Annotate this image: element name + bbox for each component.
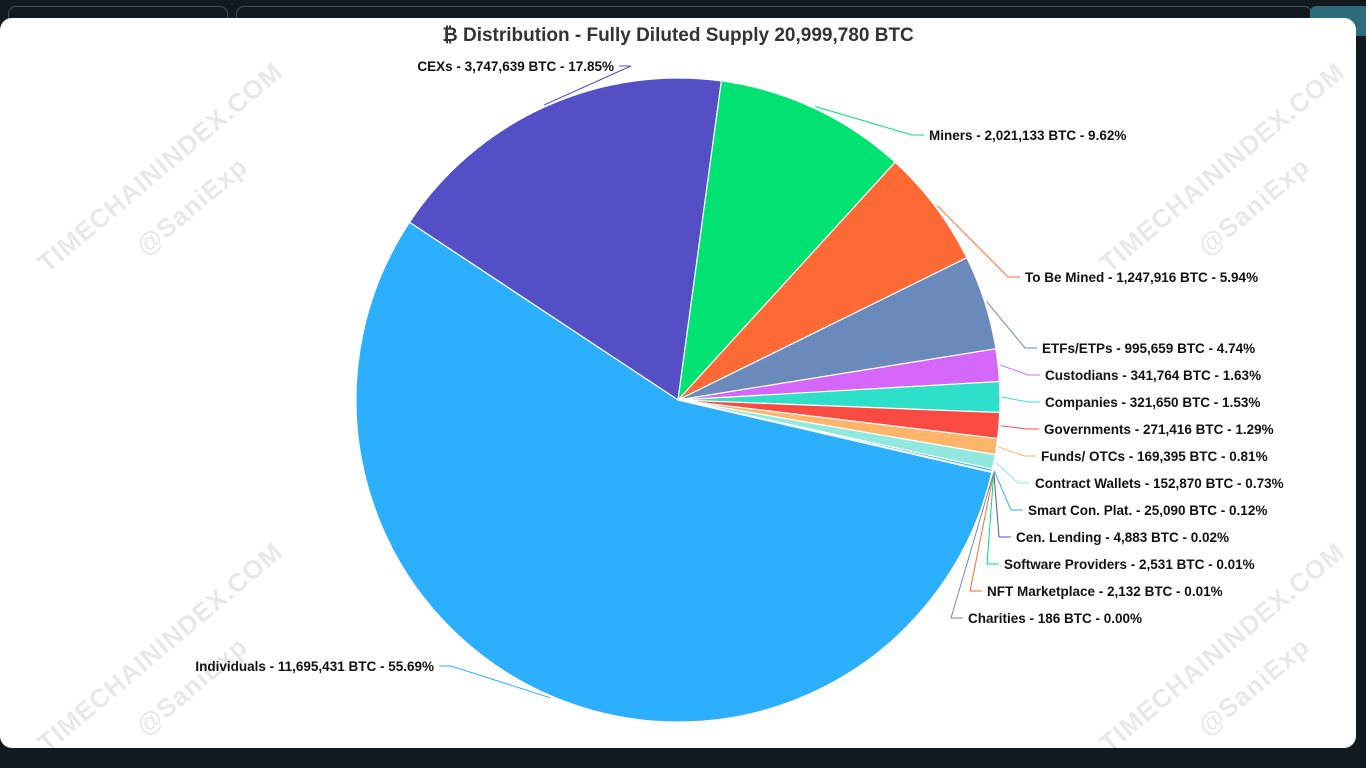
slice-label: ETFs/ETPs - 995,659 BTC - 4.74% [1042,341,1255,356]
slice-label: Software Providers - 2,531 BTC - 0.01% [1004,557,1255,572]
pie-chart: CEXs - 3,747,639 BTC - 17.85% Miners - 2,… [195,59,1284,723]
connector-line [993,472,1011,538]
connector-line [1000,425,1039,430]
slice-label: To Be Mined - 1,247,916 BTC - 5.94% [1025,270,1258,285]
connector-line [969,472,995,592]
connector-line [544,65,632,106]
connector-line [439,665,551,699]
slice-label: Individuals - 11,695,431 BTC - 55.69% [195,659,434,674]
slice-label: Smart Con. Plat. - 25,090 BTC - 0.12% [1028,503,1267,518]
slice-label: Cen. Lending - 4,883 BTC - 0.02% [1016,530,1229,545]
pie-slice-to-be-mined[interactable] [677,161,968,401]
connector-line [1001,396,1040,403]
slice-label: Contract Wallets - 152,870 BTC - 0.73% [1035,476,1284,491]
slice-label: CEXs - 3,747,639 BTC - 17.85% [417,59,614,74]
connector-line [815,106,924,136]
connector-line [999,364,1040,376]
connector-line [995,461,1030,484]
connector-line [986,472,999,565]
slice-label: Funds/ OTCs - 169,395 BTC - 0.81% [1041,449,1268,464]
pie-slice-individuals[interactable] [355,221,993,723]
slice-label: Governments - 271,416 BTC - 1.29% [1044,422,1274,437]
chart-modal: ₿ Distribution - Fully Diluted Supply 20… [0,18,1356,748]
slice-label: Companies - 321,650 BTC - 1.53% [1045,395,1260,410]
connector-line [986,301,1037,349]
slice-label: Custodians - 341,764 BTC - 1.63% [1045,368,1261,383]
connector-line [950,472,995,619]
connector-line [993,470,1023,511]
connector-line [936,205,1020,278]
pie-slice-cexs[interactable] [408,77,723,402]
slice-label: Miners - 2,021,133 BTC - 9.62% [929,128,1126,143]
slice-label: NFT Marketplace - 2,132 BTC - 0.01% [987,584,1223,599]
slice-label: Charities - 186 BTC - 0.00% [968,611,1142,626]
chart-title: ₿ Distribution - Fully Diluted Supply 20… [442,25,914,46]
pie-slice-miners[interactable] [677,80,896,402]
connector-line [998,446,1036,457]
